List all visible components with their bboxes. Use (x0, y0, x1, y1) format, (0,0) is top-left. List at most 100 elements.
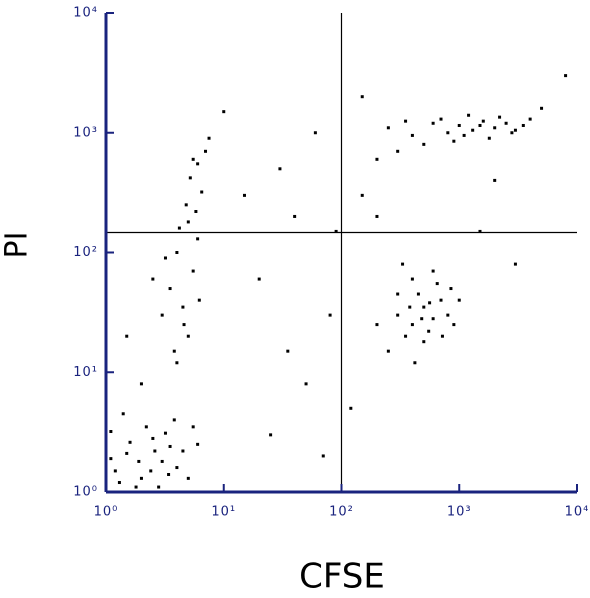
dot (428, 301, 432, 305)
dot (139, 382, 143, 386)
dot (427, 329, 431, 333)
dot (328, 313, 332, 317)
dot (528, 117, 532, 121)
dot (449, 287, 453, 291)
dot (440, 334, 444, 338)
y-axis-label: PI (0, 232, 35, 259)
dot (175, 251, 179, 254)
dot (431, 269, 435, 273)
dot (109, 457, 113, 461)
dot (144, 425, 148, 429)
dot (257, 277, 261, 281)
dot (113, 469, 117, 473)
dot (172, 349, 176, 353)
dot (404, 334, 408, 338)
dot (457, 123, 461, 127)
dot (181, 305, 185, 309)
dot (196, 162, 200, 166)
dot (134, 485, 138, 489)
dot (462, 133, 466, 137)
dot (160, 459, 164, 463)
dot (293, 214, 297, 218)
dot (457, 298, 461, 302)
dot (435, 282, 439, 286)
dot (481, 119, 485, 123)
dot (304, 382, 308, 386)
dot (125, 451, 129, 455)
x-tick-label: 10² (329, 505, 354, 520)
dot (396, 149, 400, 153)
dot (564, 74, 568, 78)
dot (286, 349, 290, 353)
y-tick-label: 10² (73, 245, 98, 260)
dot (313, 131, 317, 135)
dot (163, 431, 167, 435)
dot (467, 113, 471, 117)
dot (137, 459, 141, 463)
dot (321, 454, 325, 458)
dot (196, 442, 200, 446)
x-tick-label: 10¹ (211, 505, 236, 520)
dot (422, 305, 426, 309)
dot (413, 361, 417, 365)
dot (404, 119, 408, 123)
dot (186, 220, 190, 224)
dot (149, 469, 153, 473)
dot (157, 485, 161, 489)
dot (191, 157, 195, 161)
dot (540, 106, 544, 110)
dot (125, 334, 129, 338)
dot (408, 305, 412, 309)
dot (194, 209, 198, 213)
dot (510, 131, 514, 135)
dot (334, 229, 338, 233)
dot (422, 142, 426, 146)
dot (439, 298, 443, 302)
dot (410, 323, 414, 327)
dot (128, 440, 132, 444)
dot (181, 449, 185, 453)
dot (242, 193, 246, 197)
dot (386, 349, 390, 353)
dot (360, 193, 364, 197)
dot (160, 313, 164, 317)
dot (498, 115, 502, 119)
dot (487, 136, 491, 140)
points (109, 74, 568, 489)
dot (452, 139, 456, 143)
dot (439, 117, 443, 121)
dot (139, 476, 143, 480)
dot (410, 133, 414, 137)
dot (191, 425, 195, 429)
dot (184, 203, 188, 207)
dot (416, 292, 420, 296)
dot (513, 128, 517, 132)
x-axis-label: CFSE (299, 557, 385, 597)
dot (452, 323, 456, 327)
dot (278, 167, 282, 171)
y-tick-label: 10³ (73, 125, 98, 140)
dot (200, 190, 204, 194)
dot (121, 412, 125, 416)
dot (168, 444, 172, 448)
x-tick-label: 10⁰ (94, 505, 119, 520)
dot (196, 237, 200, 241)
dot (191, 269, 195, 273)
dot (186, 476, 190, 480)
dot (504, 121, 508, 125)
dot (446, 131, 450, 135)
dot (386, 126, 390, 130)
dot (375, 157, 379, 161)
dot (431, 317, 435, 321)
x-tick-label: 10³ (447, 505, 472, 520)
dot (151, 277, 155, 281)
dot (109, 430, 113, 434)
dot (207, 136, 211, 140)
y-tick-label: 10¹ (73, 365, 98, 380)
dot (521, 123, 525, 127)
dot (168, 287, 172, 291)
dot (410, 277, 414, 281)
dot (188, 176, 192, 180)
dot (422, 340, 426, 344)
